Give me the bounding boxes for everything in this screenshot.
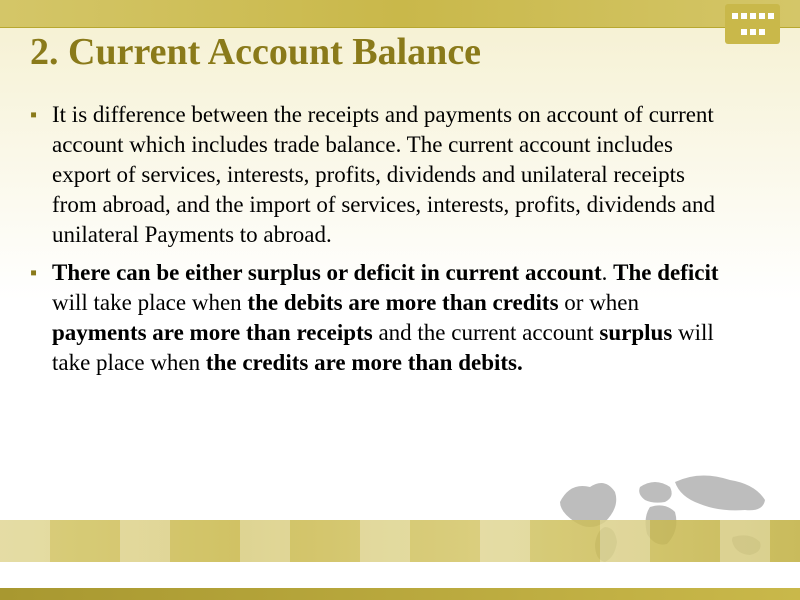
bullet-text: There can be either surplus or deficit i… — [52, 258, 730, 378]
map-strip-icon — [0, 520, 800, 562]
content-area: ▪ It is difference between the receipts … — [30, 100, 730, 386]
bullet-item: ▪ There can be either surplus or deficit… — [30, 258, 730, 378]
slide-title: 2. Current Account Balance — [30, 30, 770, 74]
bullet-marker-icon: ▪ — [30, 258, 52, 378]
slide-container: 2. Current Account Balance ▪ It is diffe… — [0, 0, 800, 600]
bullet-text: It is difference between the receipts an… — [52, 100, 730, 250]
footer-bar — [0, 588, 800, 600]
top-decorative-band — [0, 0, 800, 28]
bottom-decorative-band — [0, 520, 800, 562]
bullet-marker-icon: ▪ — [30, 100, 52, 250]
bullet-item: ▪ It is difference between the receipts … — [30, 100, 730, 250]
